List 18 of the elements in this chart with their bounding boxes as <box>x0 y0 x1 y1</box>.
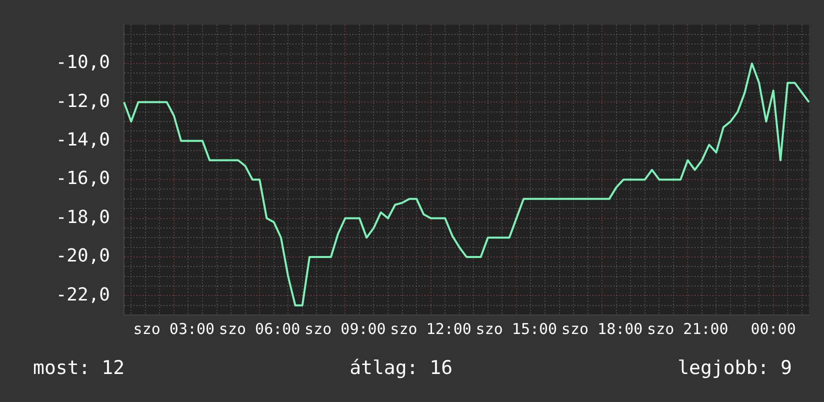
text: most: 12 <box>33 357 125 379</box>
y-tick-label: -20,0 <box>56 246 110 267</box>
y-tick-label: -14,0 <box>56 130 110 151</box>
x-tick-label: szo 06:00 <box>218 320 300 338</box>
x-tick-label: 00:00 <box>750 320 796 338</box>
x-tick-label: szo 15:00 <box>476 320 558 338</box>
x-tick-label: szo 12:00 <box>390 320 472 338</box>
x-tick-label: szo 18:00 <box>561 320 643 338</box>
y-tick-label: -18,0 <box>56 206 110 228</box>
y-tick-label: -10,0 <box>56 52 110 74</box>
y-tick-label: -22,0 <box>56 284 110 306</box>
y-tick-label: -16,0 <box>56 168 110 190</box>
text: átlag: 16 <box>350 357 453 379</box>
x-tick-label: szo 21:00 <box>647 320 728 338</box>
y-tick-label: -12,0 <box>56 90 110 112</box>
text: legjobb: 9 <box>678 357 792 379</box>
x-tick-label: szo 09:00 <box>304 320 386 338</box>
x-tick-label: szo 03:00 <box>133 320 215 338</box>
